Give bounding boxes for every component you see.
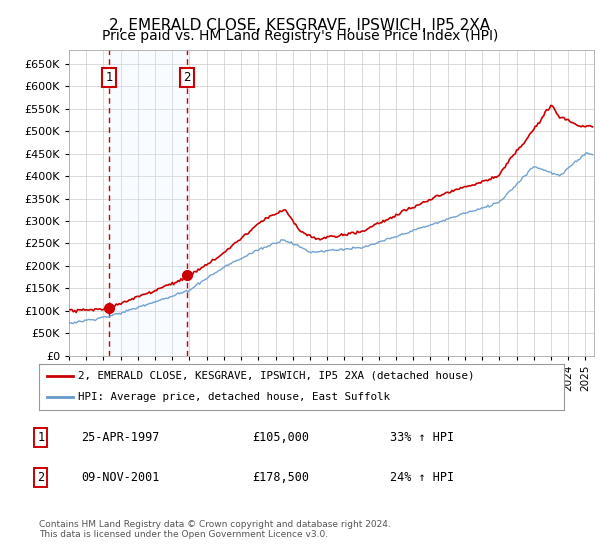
- Text: 1: 1: [37, 431, 44, 445]
- Bar: [109, 50, 187, 356]
- Text: 33% ↑ HPI: 33% ↑ HPI: [390, 431, 454, 445]
- Text: 25-APR-1997: 25-APR-1997: [81, 431, 160, 445]
- Text: 2: 2: [184, 71, 191, 84]
- Text: 2, EMERALD CLOSE, KESGRAVE, IPSWICH, IP5 2XA: 2, EMERALD CLOSE, KESGRAVE, IPSWICH, IP5…: [109, 18, 491, 33]
- Text: 09-NOV-2001: 09-NOV-2001: [81, 470, 160, 484]
- Text: Contains HM Land Registry data © Crown copyright and database right 2024.
This d: Contains HM Land Registry data © Crown c…: [39, 520, 391, 539]
- Text: Price paid vs. HM Land Registry's House Price Index (HPI): Price paid vs. HM Land Registry's House …: [102, 29, 498, 43]
- Text: 2, EMERALD CLOSE, KESGRAVE, IPSWICH, IP5 2XA (detached house): 2, EMERALD CLOSE, KESGRAVE, IPSWICH, IP5…: [79, 371, 475, 381]
- Text: 1: 1: [105, 71, 113, 84]
- Text: £178,500: £178,500: [252, 470, 309, 484]
- Text: 24% ↑ HPI: 24% ↑ HPI: [390, 470, 454, 484]
- Text: 2: 2: [37, 470, 44, 484]
- Text: HPI: Average price, detached house, East Suffolk: HPI: Average price, detached house, East…: [79, 392, 391, 402]
- Text: £105,000: £105,000: [252, 431, 309, 445]
